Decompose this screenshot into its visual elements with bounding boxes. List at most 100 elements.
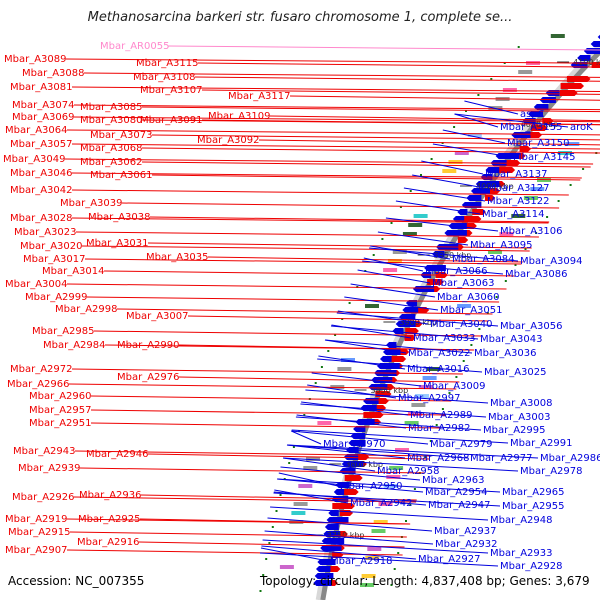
left-label-leader-line xyxy=(79,467,425,474)
right-label-leader-line xyxy=(357,269,431,284)
inner-tick-dot xyxy=(303,414,306,416)
inner-tick-dot xyxy=(327,350,330,352)
feature-block xyxy=(392,250,407,254)
left-gene-label: Mbar_A3035 xyxy=(146,252,209,263)
left-gene-label: Mbar_A3080 xyxy=(80,115,143,126)
outer-tick-dot xyxy=(495,296,498,298)
kbp-tick-label: 4000 kbp xyxy=(476,182,514,191)
right-gene-label: Mbar_A2970 xyxy=(323,439,386,450)
left-label-leader-line xyxy=(147,242,532,249)
left-gene-label: Mbar_A3108 xyxy=(133,72,196,83)
reverse-gene-arrow xyxy=(353,426,366,432)
forward-gene-arrow xyxy=(363,412,384,418)
left-label-leader-line xyxy=(81,245,530,252)
right-label-leader-line xyxy=(464,100,519,115)
left-gene-label: Mbar_A3073 xyxy=(90,130,153,141)
feature-block xyxy=(413,214,428,218)
right-label-leader-line xyxy=(291,430,429,445)
reverse-gene-arrow xyxy=(321,538,345,544)
left-gene-label: Mbar_A3028 xyxy=(10,213,73,224)
inner-tick-dot xyxy=(348,302,351,304)
left-label-leader-line xyxy=(66,129,600,136)
right-label-leader-line xyxy=(432,143,512,158)
right-gene-label: Mbar_A3106 xyxy=(500,226,563,237)
inner-tick-dot xyxy=(314,382,317,384)
right-gene-label: Mbar_A2948 xyxy=(490,515,553,526)
left-gene-label: Mbar_A2957 xyxy=(29,405,92,416)
right-gene-label: Mbar_A2978 xyxy=(520,466,583,477)
left-gene-label: Mbar_A3049 xyxy=(3,154,66,165)
right-gene-label: Mbar_A2955 xyxy=(502,501,565,512)
right-gene-label: Mbar_A2989 xyxy=(410,410,473,421)
left-label-leader-line xyxy=(90,395,452,402)
left-gene-label: Mbar_A3068 xyxy=(80,143,143,154)
forward-gene-arrow xyxy=(332,503,355,509)
feature-block xyxy=(389,466,404,470)
right-gene-label: Mbar_A2942 xyxy=(350,498,413,509)
right-gene-label: Mbar_A2995 xyxy=(483,425,546,436)
outer-tick-dot xyxy=(424,456,427,458)
right-gene-label: Mbar_A2968 xyxy=(407,453,470,464)
reverse-gene-arrow xyxy=(320,545,342,551)
feature-block xyxy=(337,367,352,371)
right-gene-label: Mbar_A3022 xyxy=(408,348,471,359)
right-gene-label: Mbar_A3016 xyxy=(407,364,470,375)
right-gene-label: Mbar_A2958 xyxy=(377,466,440,477)
feature-block xyxy=(511,214,526,218)
feature-block xyxy=(361,574,376,578)
outer-tick-dot xyxy=(397,552,400,554)
left-label-leader-line xyxy=(141,161,591,168)
right-gene-label: Mbar_A3040 xyxy=(430,319,493,330)
kbp-tick-label: 4100 kbp xyxy=(573,58,600,67)
left-gene-label: Mbar_A3023 xyxy=(14,227,77,238)
left-label-leader-line xyxy=(147,453,430,460)
inner-tick-dot xyxy=(390,222,393,224)
reverse-gene-arrow xyxy=(333,489,345,495)
feature-block xyxy=(365,556,380,560)
left-gene-label: Mbar_A3046 xyxy=(10,168,73,179)
right-label-leader-line xyxy=(274,489,349,504)
left-gene-label: Mbar_A3039 xyxy=(60,198,123,209)
outer-tick-dot xyxy=(409,504,412,506)
right-gene-label: Mbar_A2918 xyxy=(330,556,393,567)
left-gene-label: Mbar_A2926 xyxy=(12,492,75,503)
reverse-gene-arrow xyxy=(324,524,339,530)
forward-gene-arrow xyxy=(484,195,496,201)
feature-block xyxy=(291,511,306,515)
map-title: Methanosarcina barkeri str. fusaro chrom… xyxy=(87,10,513,25)
left-gene-label: Mbar_A2985 xyxy=(32,326,95,337)
left-label-leader-line xyxy=(149,216,550,223)
left-gene-label: Mbar_A3081 xyxy=(10,82,73,93)
genome-backbone xyxy=(320,48,600,600)
left-label-leader-line xyxy=(187,315,489,322)
inner-tick-dot xyxy=(298,430,300,432)
left-label-leader-line xyxy=(66,549,403,556)
feature-block xyxy=(442,169,457,173)
left-label-leader-line xyxy=(69,531,407,538)
right-gene-label: Mbar_A2954 xyxy=(425,487,488,498)
kbp-tick-label: 3850 kbp xyxy=(371,386,409,395)
right-label-leader-line xyxy=(295,416,482,431)
forward-gene-arrow xyxy=(531,125,548,131)
left-label-leader-line xyxy=(207,256,523,263)
right-label-leader-line xyxy=(259,552,499,567)
outer-tick-dot xyxy=(478,328,481,330)
right-gene-label: Mbar_A3008 xyxy=(490,398,553,409)
feature-block xyxy=(383,268,398,272)
outer-tick-dot xyxy=(535,232,538,234)
outer-tick-dot xyxy=(435,424,438,426)
right-label-leader-line xyxy=(454,113,569,128)
inner-tick-dot xyxy=(517,46,520,48)
inner-tick-dot xyxy=(275,510,278,512)
inner-tick-dot xyxy=(372,254,375,256)
reverse-gene-arrow xyxy=(380,356,392,362)
inner-tick-dot xyxy=(453,126,456,128)
right-gene-label: aroK xyxy=(570,122,593,133)
outer-tick-dot xyxy=(462,360,465,362)
inner-tick-dot xyxy=(279,494,282,496)
right-gene-label: Mbar_A2991 xyxy=(510,438,573,449)
right-gene-label: Mbar_A3155 xyxy=(500,122,563,133)
right-gene-label: Mbar_A3137 xyxy=(485,169,548,180)
right-label-leader-line xyxy=(324,339,407,354)
reverse-gene-arrow xyxy=(402,307,419,313)
